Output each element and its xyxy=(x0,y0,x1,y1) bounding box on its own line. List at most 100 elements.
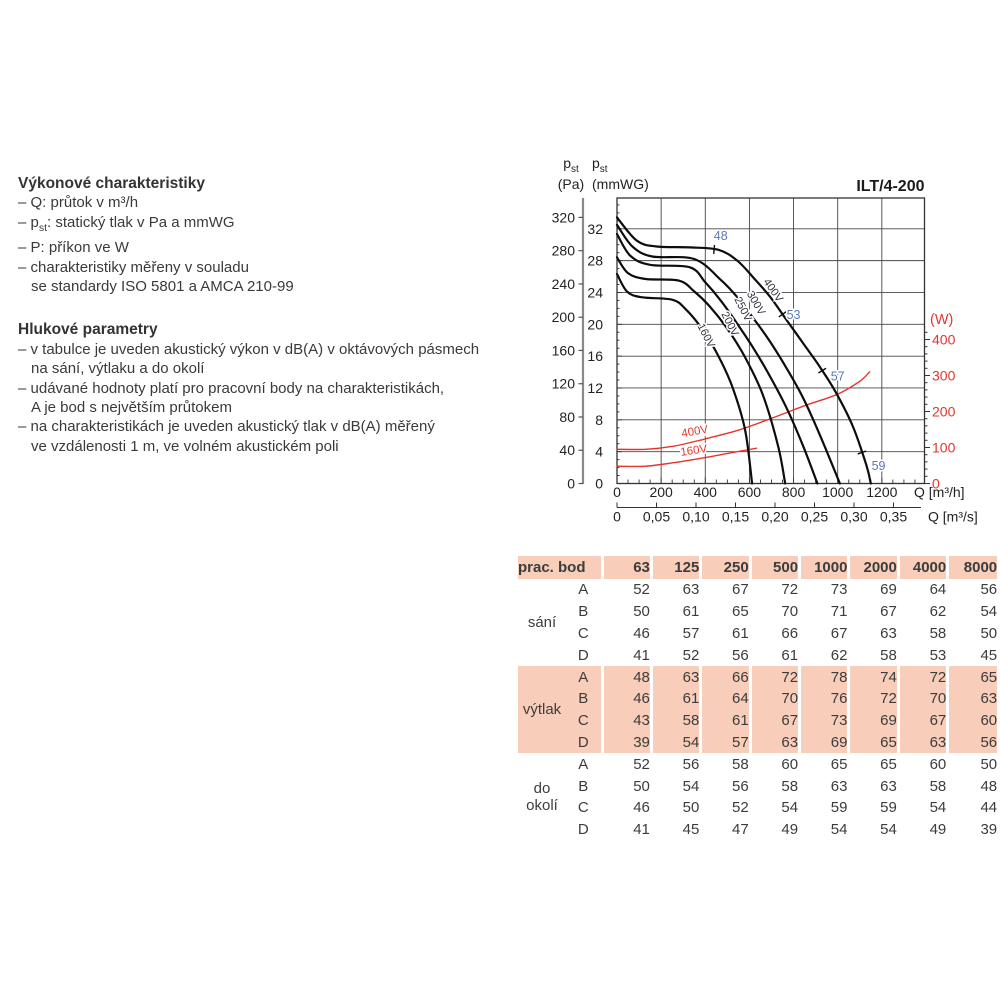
table-value-cell: 59 xyxy=(847,796,899,819)
working-point-label: C xyxy=(577,624,589,642)
table-header-prac-bod: prac. bod xyxy=(518,556,603,579)
table-value-cell: 67 xyxy=(748,709,800,732)
table-value-cell: 72 xyxy=(896,666,948,688)
acoustic-power-table: prac. bod 63 125 250 500 1000 2000 4000 8000 sání… xyxy=(518,556,998,841)
pa-tick-label: 160 xyxy=(552,342,576,358)
table-row: B 50 54 56 58 63 63 58 48 xyxy=(518,775,998,797)
text-line: – udávané hodnoty platí pro pracovní bod… xyxy=(18,379,445,397)
performance-section-lines: – Q: průtok v m³/h – pst: statický tlak v… xyxy=(18,193,523,296)
performance-curves-svg: 0 200 400 600 800 1000 1200 Q [m³/h]04812162024… xyxy=(552,178,978,525)
mmwg-tick-label: 12 xyxy=(587,380,603,396)
x2-tick-label: 0,30 xyxy=(840,509,867,525)
table-value-cell: 67 xyxy=(699,579,751,601)
table-value-cell: 56 xyxy=(699,775,751,797)
text-line: – Q: průtok v m³/h xyxy=(18,194,139,212)
table-value-cell: 50 xyxy=(946,753,998,776)
x2-tick-label: 0 xyxy=(613,509,621,525)
table-value-cell: 52 xyxy=(649,644,701,667)
x2-tick-label: 0,20 xyxy=(761,509,788,525)
table-value-cell: 67 xyxy=(896,709,948,732)
table-value-cell: 72 xyxy=(748,666,800,688)
watt-tick-label: 200 xyxy=(932,404,956,420)
table-value-cell: 69 xyxy=(798,731,849,754)
fan-performance-chart: 0 200 400 600 800 1000 1200 Q [m³/h] 0 4 8 12 16 20 24… xyxy=(540,150,1000,540)
pa-tick-label: 280 xyxy=(552,243,576,259)
table-value-cell: 45 xyxy=(946,644,998,667)
table-value-cell: 70 xyxy=(748,687,800,710)
table-value-cell: 66 xyxy=(699,666,751,688)
power-curve-400V xyxy=(616,371,871,451)
table-value-cell: 61 xyxy=(699,709,751,732)
table-header-frequency: 1000 xyxy=(798,556,849,579)
mmwg-tick-label: 4 xyxy=(595,444,603,460)
working-point-label: A xyxy=(578,581,589,599)
pressure-curve-250V xyxy=(615,232,819,485)
working-point-label: C xyxy=(577,799,589,817)
table-value-cell: 63 xyxy=(847,775,899,797)
pa-tick-label: 120 xyxy=(552,376,576,392)
table-header-frequency: 8000 xyxy=(946,556,998,579)
table-value-cell: 56 xyxy=(946,731,998,754)
power-curve-160V xyxy=(616,447,758,468)
table-value-cell: 61 xyxy=(649,687,701,710)
table-value-cell: 61 xyxy=(649,600,701,623)
pa-tick-label: 320 xyxy=(552,209,576,225)
pa-tick-label: 40 xyxy=(559,442,575,458)
table-value-cell: 59 xyxy=(798,796,849,819)
working-point-marker xyxy=(713,244,716,255)
table-value-cell: 46 xyxy=(600,687,652,710)
table-value-cell: 54 xyxy=(847,818,899,841)
mmwg-tick-label: 28 xyxy=(587,253,603,269)
table-value-cell: 60 xyxy=(748,753,800,776)
table-value-cell: 54 xyxy=(798,818,849,841)
text-line: – v tabulce je uveden akustický výkon v … xyxy=(18,340,480,358)
power-curve-label: 160V xyxy=(680,443,709,459)
pa-tick-label: 240 xyxy=(552,276,576,292)
table-value-cell: 66 xyxy=(748,622,800,645)
working-point-label: D xyxy=(577,646,589,664)
x2-tick-label: 0,35 xyxy=(880,509,907,525)
table-value-cell: 71 xyxy=(798,600,849,623)
watt-tick-label: 0 xyxy=(932,476,940,492)
table-value-cell: 50 xyxy=(600,775,652,797)
x-tick-label: 400 xyxy=(694,484,718,500)
x-axis-unit-label: Q [m³/h] xyxy=(914,484,965,500)
table-value-cell: 50 xyxy=(649,796,701,819)
table-value-cell: 62 xyxy=(798,644,849,667)
performance-section-title: Výkonové charakteristiky xyxy=(18,175,205,192)
table-value-cell: 57 xyxy=(649,622,701,645)
table-value-cell: 65 xyxy=(946,666,998,688)
table-value-cell: 63 xyxy=(748,731,800,754)
x2-tick-label: 0,15 xyxy=(722,509,749,525)
table-value-cell: 58 xyxy=(847,644,899,667)
table-value-cell: 63 xyxy=(798,775,849,797)
table-value-cell: 70 xyxy=(748,600,800,623)
table-value-cell: 64 xyxy=(699,687,751,710)
table-row: B 46 61 64 70 76 72 70 63 xyxy=(518,687,998,710)
watt-axis-title: (W) xyxy=(930,312,953,328)
mmwg-tick-label: 20 xyxy=(587,316,603,332)
table-header-frequency: 500 xyxy=(748,556,800,579)
watt-tick-label: 400 xyxy=(932,332,956,348)
table-value-cell: 65 xyxy=(699,600,751,623)
table-value-cell: 61 xyxy=(699,622,751,645)
db-point-label: 59 xyxy=(872,459,886,473)
table-row: sání A 52 63 67 72 73 69 64 56 xyxy=(518,579,998,631)
table-value-cell: 73 xyxy=(798,709,849,732)
x-tick-label: 800 xyxy=(782,484,806,500)
table-header-frequency: 250 xyxy=(699,556,751,579)
x2-tick-label: 0,25 xyxy=(801,509,828,525)
pa-tick-label: 80 xyxy=(559,409,575,425)
table-row: B 50 61 65 70 71 67 62 54 xyxy=(518,600,998,623)
table-value-cell: 41 xyxy=(600,644,652,667)
table-value-cell: 60 xyxy=(946,709,998,732)
pa-tick-label: 0 xyxy=(567,476,575,492)
table-row: D 41 45 47 49 54 54 49 39 xyxy=(518,818,998,841)
table-value-cell: 46 xyxy=(600,622,652,645)
text-line: – P: příkon ve W xyxy=(18,239,129,257)
table-row: výtlak A 48 63 66 72 78 74 72 65 xyxy=(518,666,998,754)
x-tick-label: 1000 xyxy=(822,484,853,500)
db-point-label: 53 xyxy=(787,308,801,322)
table-value-cell: 52 xyxy=(600,579,652,601)
